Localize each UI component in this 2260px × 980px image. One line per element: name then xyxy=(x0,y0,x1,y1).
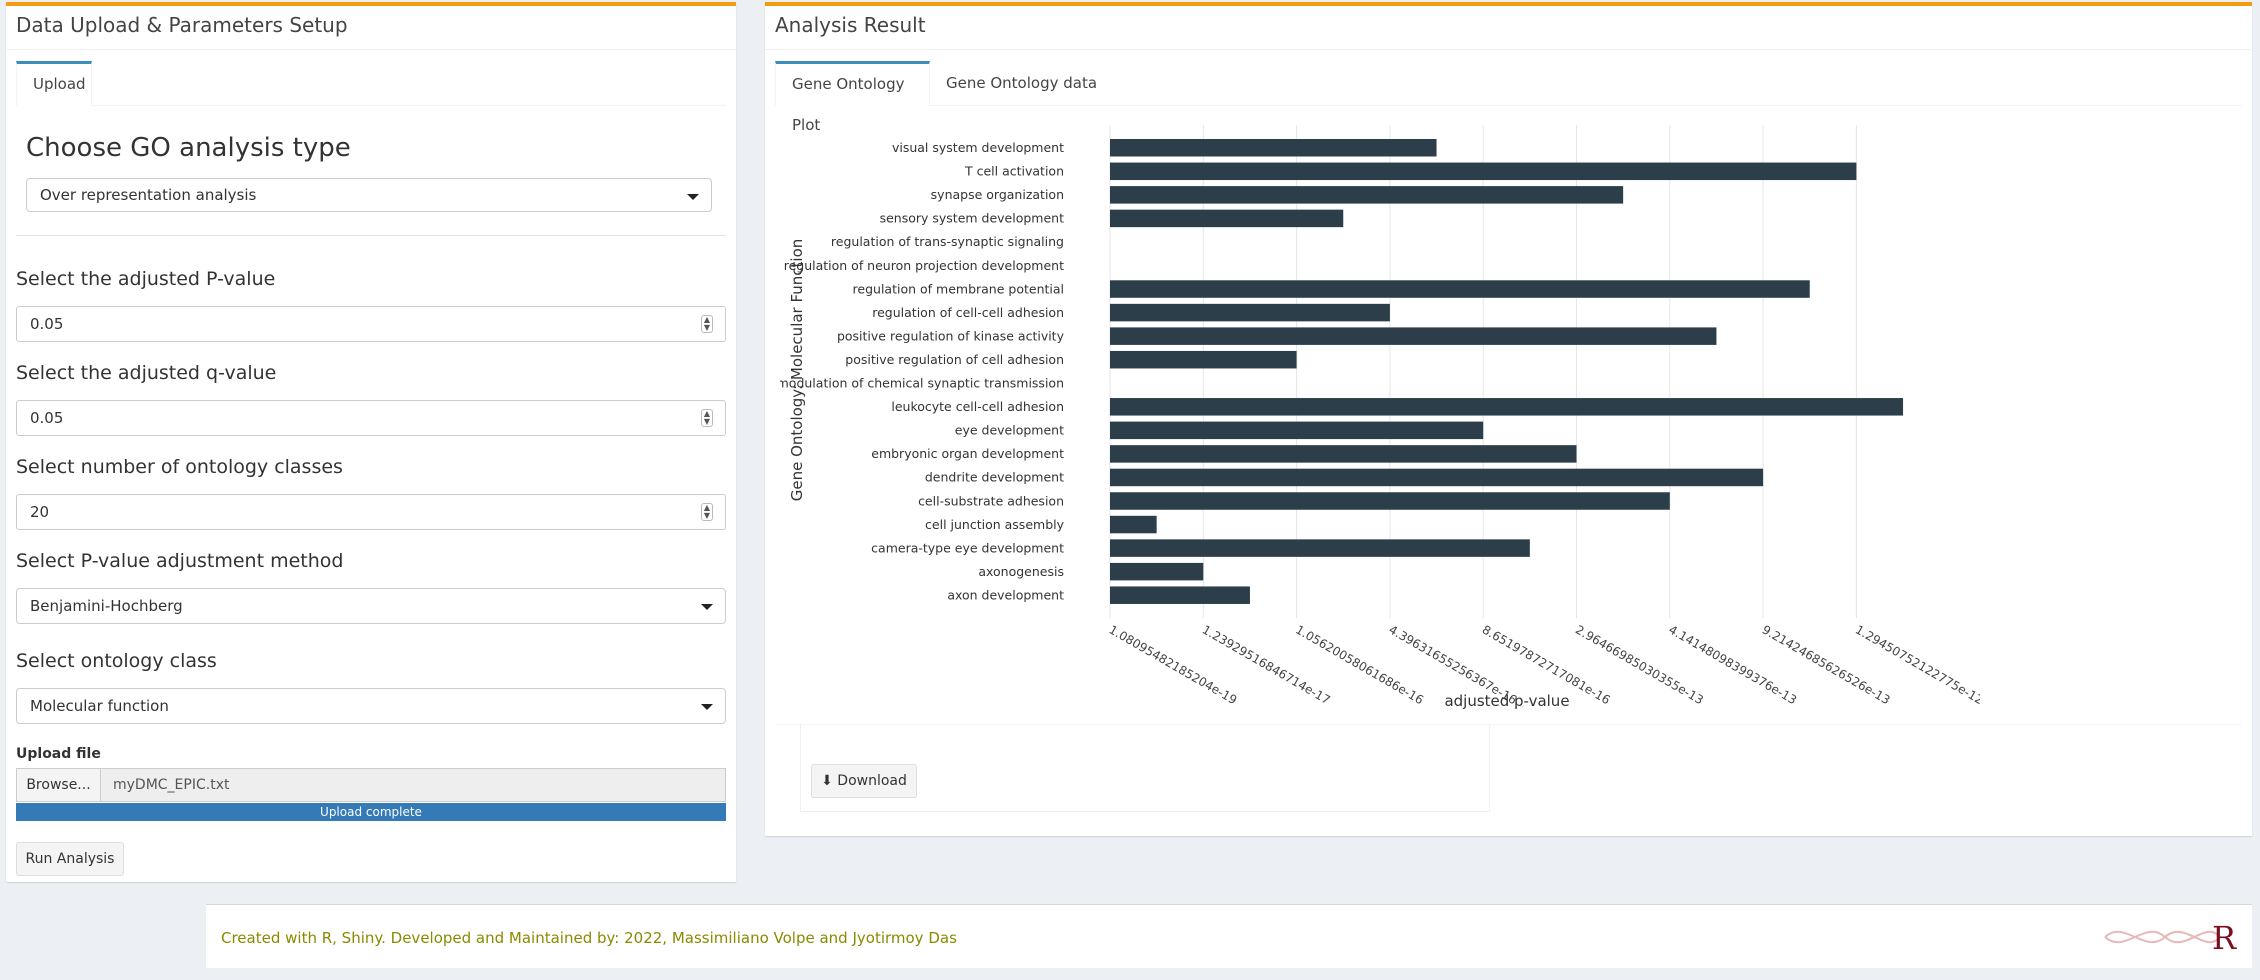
qvalue-input[interactable]: 0.05 ▲ ▼ xyxy=(16,400,726,436)
bar xyxy=(1110,468,1764,487)
chevron-down-icon xyxy=(701,604,713,610)
adjust-value: Benjamini-Hochberg xyxy=(30,597,183,615)
go-type-value: Over representation analysis xyxy=(40,186,257,204)
bar xyxy=(1110,280,1810,298)
category-label: regulation of cell-cell adhesion xyxy=(872,305,1064,320)
panel-title: Data Upload & Parameters Setup xyxy=(6,6,736,50)
category-label: positive regulation of cell adhesion xyxy=(845,352,1064,367)
download-label: Download xyxy=(837,773,907,789)
upload-tabs: Upload xyxy=(16,61,726,106)
spinner-icon[interactable]: ▲ ▼ xyxy=(701,315,713,333)
go-bar-chart: visual system development T cell activati… xyxy=(780,125,1980,710)
bar xyxy=(1110,186,1624,204)
nclasses-label: Select number of ontology classes xyxy=(16,456,343,478)
category-label: regulation of membrane potential xyxy=(853,281,1064,296)
tab-go-data[interactable]: Gene Ontology data xyxy=(946,74,1098,92)
category-label: positive regulation of kinase activity xyxy=(837,328,1065,343)
y-axis-label: Gene Ontology: Molecular Function xyxy=(788,239,806,502)
bar xyxy=(1110,162,1857,181)
bar xyxy=(1110,586,1250,604)
bar xyxy=(1110,445,1577,463)
tab-upload[interactable]: Upload xyxy=(16,61,92,106)
dna-r-logo: R xyxy=(2104,919,2237,957)
bar xyxy=(1110,539,1530,557)
category-label: camera-type eye development xyxy=(871,540,1064,555)
progress-text: Upload complete xyxy=(320,805,422,819)
footer: Created with R, Shiny. Developed and Mai… xyxy=(206,904,2252,968)
tab-go-plot[interactable]: Gene Ontology Plot xyxy=(775,61,930,134)
category-label: eye development xyxy=(955,423,1064,438)
result-tabs: Gene Ontology Plot Gene Ontology data xyxy=(775,61,2242,134)
upload-progress: Upload complete xyxy=(16,803,726,821)
bar xyxy=(1110,515,1157,534)
footer-text: Created with R, Shiny. Developed and Mai… xyxy=(221,929,957,947)
x-axis-label: adjusted p-value xyxy=(1444,692,1569,710)
category-label: modulation of chemical synaptic transmis… xyxy=(780,376,1064,391)
go-type-heading: Choose GO analysis type xyxy=(26,133,351,163)
bar xyxy=(1110,350,1297,369)
chevron-down-icon xyxy=(687,194,699,200)
bar xyxy=(1110,562,1204,581)
download-icon: ⬇ xyxy=(821,773,833,789)
results-panel: Analysis Result Gene Ontology Plot Gene … xyxy=(765,2,2252,836)
adjust-select[interactable]: Benjamini-Hochberg xyxy=(16,588,726,624)
browse-button[interactable]: Browse... xyxy=(17,769,101,801)
download-button[interactable]: ⬇ Download xyxy=(811,764,917,798)
spinner-icon[interactable]: ▲ ▼ xyxy=(701,503,713,521)
category-label: regulation of neuron projection developm… xyxy=(784,258,1064,273)
go-type-select[interactable]: Over representation analysis xyxy=(26,178,712,212)
parameters-panel: Data Upload & Parameters Setup Upload Ch… xyxy=(6,2,736,882)
category-label: dendrite development xyxy=(925,470,1064,485)
bar xyxy=(1110,421,1484,440)
bar xyxy=(1110,303,1390,322)
chevron-down-icon xyxy=(701,704,713,710)
category-label: synapse organization xyxy=(931,187,1064,202)
panel-title: Analysis Result xyxy=(765,6,2252,50)
category-label: cell junction assembly xyxy=(925,517,1065,532)
bar xyxy=(1110,492,1670,510)
ontology-value: Molecular function xyxy=(30,697,169,715)
category-label: axonogenesis xyxy=(978,564,1064,579)
nclasses-input[interactable]: 20 ▲ ▼ xyxy=(16,494,726,530)
spinner-icon[interactable]: ▲ ▼ xyxy=(701,409,713,427)
adjust-label: Select P-value adjustment method xyxy=(16,550,344,572)
download-well: ⬇ Download xyxy=(800,724,1490,812)
pvalue-label: Select the adjusted P-value xyxy=(16,268,276,290)
qvalue-value: 0.05 xyxy=(30,409,64,427)
pvalue-input[interactable]: 0.05 ▲ ▼ xyxy=(16,306,726,342)
nclasses-value: 20 xyxy=(30,503,50,521)
category-label: axon development xyxy=(947,587,1064,602)
category-label: sensory system development xyxy=(880,211,1065,226)
go-type-section: Choose GO analysis type Over representat… xyxy=(16,106,726,236)
qvalue-label: Select the adjusted q-value xyxy=(16,362,277,384)
ontology-select[interactable]: Molecular function xyxy=(16,688,726,724)
run-analysis-button[interactable]: Run Analysis xyxy=(16,842,124,876)
file-name: myDMC_EPIC.txt xyxy=(113,777,230,793)
divider xyxy=(775,724,2242,725)
bar xyxy=(1110,327,1717,345)
ontology-label: Select ontology class xyxy=(16,650,217,672)
file-input[interactable]: Browse... myDMC_EPIC.txt xyxy=(16,768,726,802)
upload-label: Upload file xyxy=(16,746,101,762)
category-label: embryonic organ development xyxy=(871,446,1064,461)
category-label: leukocyte cell-cell adhesion xyxy=(891,399,1064,414)
logo-letter: R xyxy=(2212,919,2237,957)
category-label: visual system development xyxy=(892,140,1064,155)
category-label: T cell activation xyxy=(964,164,1064,179)
progress-fill xyxy=(16,803,726,821)
bar xyxy=(1110,209,1344,228)
category-label: cell-substrate adhesion xyxy=(918,493,1064,508)
bar xyxy=(1110,398,1904,416)
category-label: regulation of trans-synaptic signaling xyxy=(831,234,1064,249)
pvalue-value: 0.05 xyxy=(30,315,64,333)
bar xyxy=(1110,139,1437,157)
